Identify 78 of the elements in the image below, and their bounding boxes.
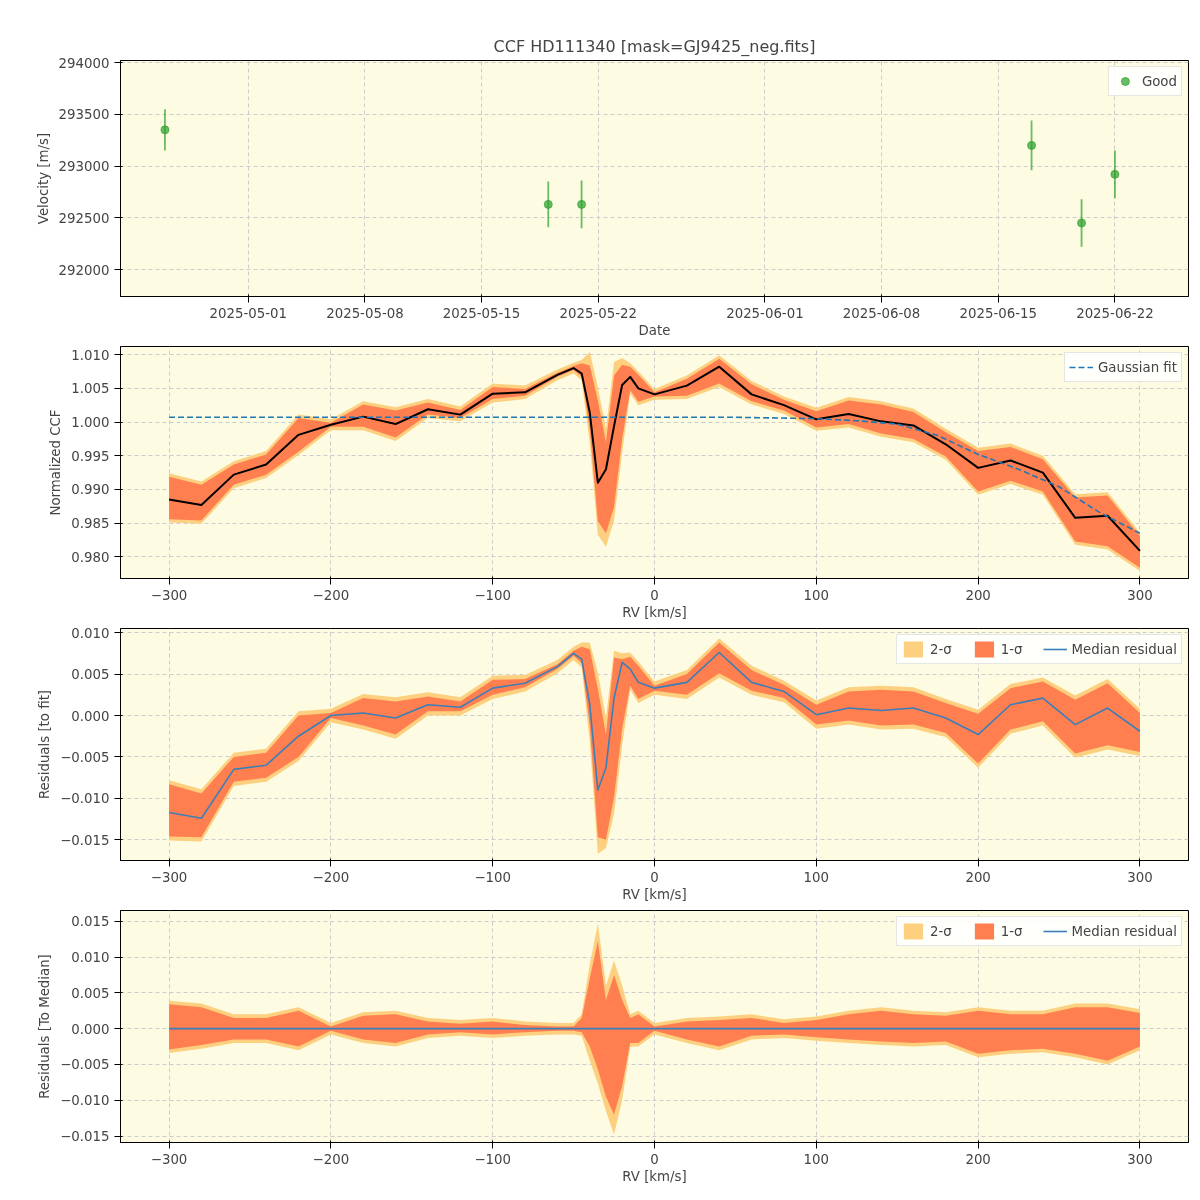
x-tick-label: 200 <box>965 869 991 885</box>
y-tick-label: 1.010 <box>71 347 110 363</box>
y-tick-label: −0.015 <box>60 832 110 848</box>
legend-label: Good <box>1141 73 1177 89</box>
y-tick-label: 0.010 <box>71 950 110 966</box>
line-series <box>168 416 1141 535</box>
y-tick-label: 0.980 <box>71 549 110 565</box>
x-tick-label: 200 <box>965 1151 991 1167</box>
y-tick-label: 0.010 <box>71 625 110 641</box>
x-tick-label: 100 <box>803 869 830 885</box>
y-tick-label: 293500 <box>58 107 110 123</box>
x-tick-label: 200 <box>965 587 991 603</box>
point <box>543 199 553 209</box>
x-tick-label: −100 <box>474 587 511 603</box>
x-axis-title: RV [km/s] <box>622 604 687 620</box>
x-tick-label: 2025-05-01 <box>209 305 288 321</box>
x-tick-label: 300 <box>1127 587 1153 603</box>
x-tick-label: 0 <box>650 869 659 885</box>
point <box>1077 218 1087 228</box>
legend-label: 1-σ <box>1000 923 1023 939</box>
y-tick-label: 0.995 <box>71 448 110 464</box>
y-tick-label: 0.005 <box>71 985 110 1001</box>
chart-title: CCF HD111340 [mask=GJ9425_neg.fits] <box>493 36 816 57</box>
x-tick-label: 2025-06-15 <box>959 305 1037 321</box>
x-tick-label: −300 <box>150 869 188 885</box>
y-axis-title: Velocity [m/s] <box>35 132 51 225</box>
y-tick-label: 293000 <box>58 159 110 175</box>
x-tick-label: 300 <box>1127 869 1153 885</box>
x-tick-label: 2025-06-01 <box>726 305 804 321</box>
y-tick-label: 0.000 <box>71 1021 110 1037</box>
y-tick-label: 0.005 <box>71 667 110 683</box>
y-tick-label: 1.000 <box>71 415 110 431</box>
point <box>1027 140 1037 150</box>
x-tick-label: −300 <box>150 1151 188 1167</box>
x-tick-label: 0 <box>650 587 659 603</box>
x-tick-label: 2025-05-08 <box>326 305 404 321</box>
x-tick-label: 100 <box>803 1151 830 1167</box>
y-tick-label: −0.005 <box>60 749 110 765</box>
y-tick-label: 0.000 <box>71 708 110 724</box>
x-tick-label: 100 <box>803 587 830 603</box>
legend-label: Median residual <box>1071 923 1177 939</box>
point <box>1110 169 1120 179</box>
x-tick-label: −100 <box>474 869 511 885</box>
x-axis-title: RV [km/s] <box>622 886 687 902</box>
legend-label: Median residual <box>1071 641 1177 657</box>
y-tick-label: 292500 <box>58 210 110 226</box>
legend-label: 2-σ <box>929 641 952 657</box>
x-tick-label: 300 <box>1127 1151 1153 1167</box>
x-axis-title: Date <box>638 322 671 338</box>
x-tick-label: 2025-06-08 <box>842 305 921 321</box>
point <box>577 199 587 209</box>
y-axis-title: Residuals [To Median] <box>37 954 53 1099</box>
y-axis-title: Normalized CCF <box>48 409 64 516</box>
x-axis-title: RV [km/s] <box>622 1168 687 1184</box>
y-tick-label: −0.005 <box>60 1057 110 1073</box>
y-tick-label: 1.005 <box>71 381 110 397</box>
y-tick-label: 0.990 <box>71 482 110 498</box>
x-tick-label: 0 <box>650 1151 659 1167</box>
x-tick-label: 2025-06-22 <box>1076 305 1154 321</box>
point <box>160 125 170 135</box>
y-tick-label: −0.010 <box>60 1093 110 1109</box>
y-axis-title: Residuals [to fit] <box>37 689 53 800</box>
y-tick-label: 0.015 <box>71 914 110 930</box>
x-tick-label: −200 <box>312 1151 350 1167</box>
x-tick-label: 2025-05-22 <box>559 305 637 321</box>
y-tick-label: 292000 <box>58 262 110 278</box>
y-tick-label: 0.985 <box>71 516 110 532</box>
x-tick-label: −200 <box>312 869 350 885</box>
y-tick-label: −0.015 <box>60 1129 110 1145</box>
x-tick-label: −300 <box>150 587 188 603</box>
y-tick-label: 294000 <box>58 55 110 71</box>
legend-label: Gaussian fit <box>1097 359 1177 375</box>
x-tick-label: −100 <box>474 1151 511 1167</box>
legend-label: 2-σ <box>929 923 952 939</box>
x-tick-label: 2025-05-15 <box>442 305 521 321</box>
x-tick-label: −200 <box>312 587 350 603</box>
legend-label: 1-σ <box>1000 641 1023 657</box>
y-tick-label: −0.010 <box>60 791 110 807</box>
